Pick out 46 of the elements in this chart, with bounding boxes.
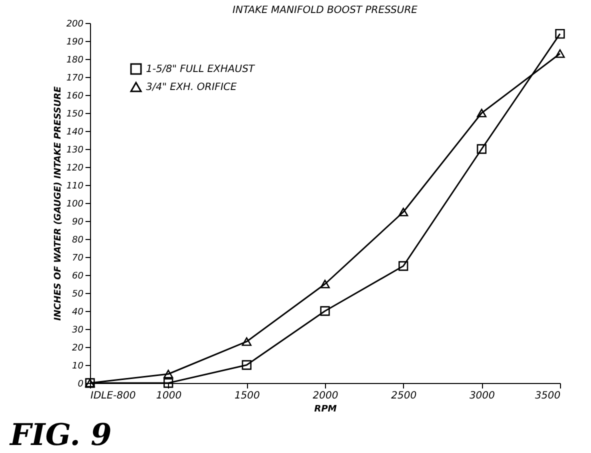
chart-title: INTAKE MANIFOLD BOOST PRESSURE (232, 5, 418, 16)
x-axis-title: RPM (314, 404, 337, 414)
y-tick-label: 120 (66, 164, 84, 174)
point (476, 108, 486, 118)
y-tick-label: 150 (66, 110, 84, 120)
y-tick-label: 40 (72, 308, 84, 318)
y-tick-label: 80 (72, 236, 84, 246)
x-tick-label: 1000 (156, 390, 182, 402)
y-tick-label: 70 (72, 254, 84, 264)
legend-label: 1-5/8" FULL EXHAUST (146, 64, 256, 75)
point (164, 378, 174, 388)
x-tick-label: 2000 (312, 390, 338, 402)
point (242, 337, 252, 346)
y-axis-title: INCHES OF WATER (GAUGE) INTAKE PRESSURE (53, 86, 64, 321)
y-tick-label: 110 (66, 182, 84, 192)
legend-label: 3/4" EXH. ORIFICE (146, 82, 238, 93)
y-tick-label: 100 (66, 200, 84, 210)
point (398, 261, 408, 271)
y-tick-label: 50 (72, 290, 84, 300)
x-tick-label: 3000 (469, 390, 495, 402)
y-tick-label: 30 (72, 326, 84, 336)
y-tick-label: 20 (72, 344, 84, 354)
y-tick-label: 60 (72, 272, 84, 282)
y-tick-label: 170 (66, 74, 84, 84)
point (164, 370, 174, 378)
y-tick-label: 200 (66, 20, 84, 30)
point (398, 208, 408, 216)
x-tick-label: IDLE-800 (90, 390, 136, 402)
y-tick-label: 90 (72, 218, 84, 228)
y-tick-label: 10 (72, 362, 84, 372)
x-tick-label: 3500 (535, 390, 560, 402)
y-tick-label: 0 (78, 380, 84, 390)
x-tick-label: 1500 (234, 390, 260, 402)
y-tick-label: 140 (66, 128, 84, 138)
y-tick-label: 190 (66, 38, 84, 48)
point (555, 49, 565, 58)
y-tick-label: 180 (66, 56, 84, 66)
point (476, 144, 486, 154)
point (242, 360, 252, 370)
point (555, 28, 565, 39)
point (320, 306, 330, 316)
y-tick-label: 160 (66, 92, 84, 102)
caption: FIG. 9 (9, 418, 112, 453)
y-tick-label: 130 (66, 146, 84, 156)
x-tick-label: 2500 (391, 390, 417, 402)
point (320, 280, 330, 288)
